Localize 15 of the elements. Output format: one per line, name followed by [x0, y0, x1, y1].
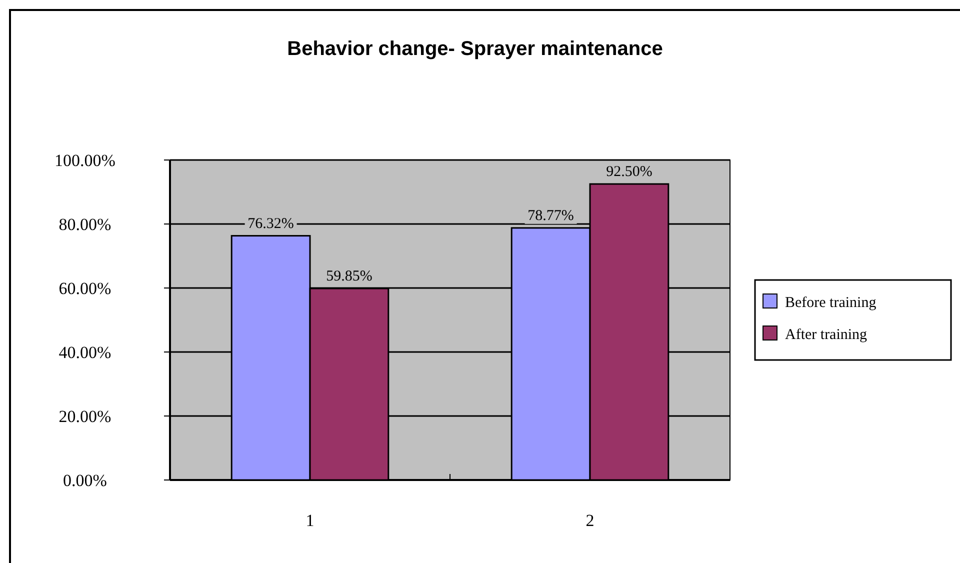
- y-tick-label: 20.00%: [58, 407, 112, 426]
- y-tick-label: 80.00%: [58, 215, 112, 234]
- x-tick-label: 1: [306, 511, 314, 530]
- data-label: 92.50%: [606, 164, 652, 180]
- y-tick-label: 100.00%: [54, 151, 116, 170]
- data-label: 78.77%: [528, 208, 574, 224]
- legend-label: Before training: [785, 295, 877, 311]
- y-tick-label: 0.00%: [63, 471, 107, 490]
- chart-title: Behavior change- Sprayer maintenance: [287, 38, 663, 60]
- data-label: 76.32%: [248, 216, 294, 232]
- y-tick-label: 40.00%: [58, 343, 112, 362]
- x-tick-label: 2: [586, 511, 594, 530]
- data-label: 59.85%: [326, 268, 372, 284]
- y-tick-label: 60.00%: [58, 279, 112, 298]
- legend-label: After training: [785, 327, 868, 343]
